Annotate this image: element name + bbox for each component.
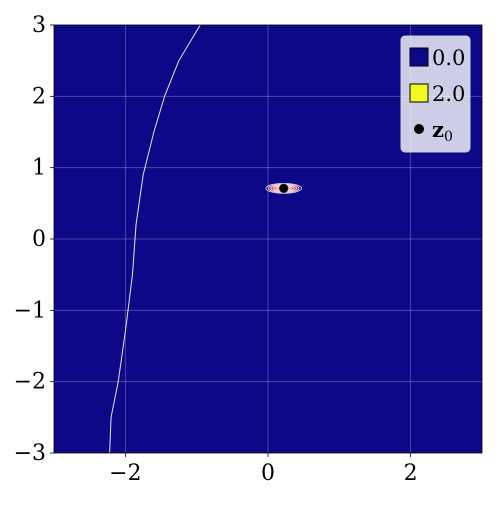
y-tick-label: 0 (32, 227, 46, 252)
legend-marker (414, 124, 424, 134)
y-tick-label: 2 (32, 84, 46, 109)
legend: 0.0 2.0 z0 (400, 35, 471, 153)
y-axis: −3 −2 −1 0 1 2 3 (14, 13, 54, 466)
x-tick-label: 2 (404, 461, 418, 486)
x-axis: −2 0 2 (109, 453, 418, 486)
y-tick-label: −2 (14, 370, 46, 395)
y-tick-label: −1 (14, 298, 46, 323)
y-tick-label: −3 (14, 441, 46, 466)
legend-label: z0 (432, 117, 453, 145)
legend-swatch (409, 83, 429, 103)
x-tick-label: −2 (109, 461, 141, 486)
z0-marker (278, 183, 289, 194)
legend-label: 2.0 (432, 82, 465, 106)
boundary-line (109, 25, 201, 453)
x-tick-label: 0 (261, 461, 275, 486)
y-tick-label: 3 (32, 13, 46, 38)
y-tick-label: 1 (32, 156, 46, 181)
legend-swatch (409, 47, 429, 67)
legend-label: 0.0 (432, 46, 465, 70)
z0-point (278, 183, 289, 194)
contour-line (265, 182, 302, 194)
